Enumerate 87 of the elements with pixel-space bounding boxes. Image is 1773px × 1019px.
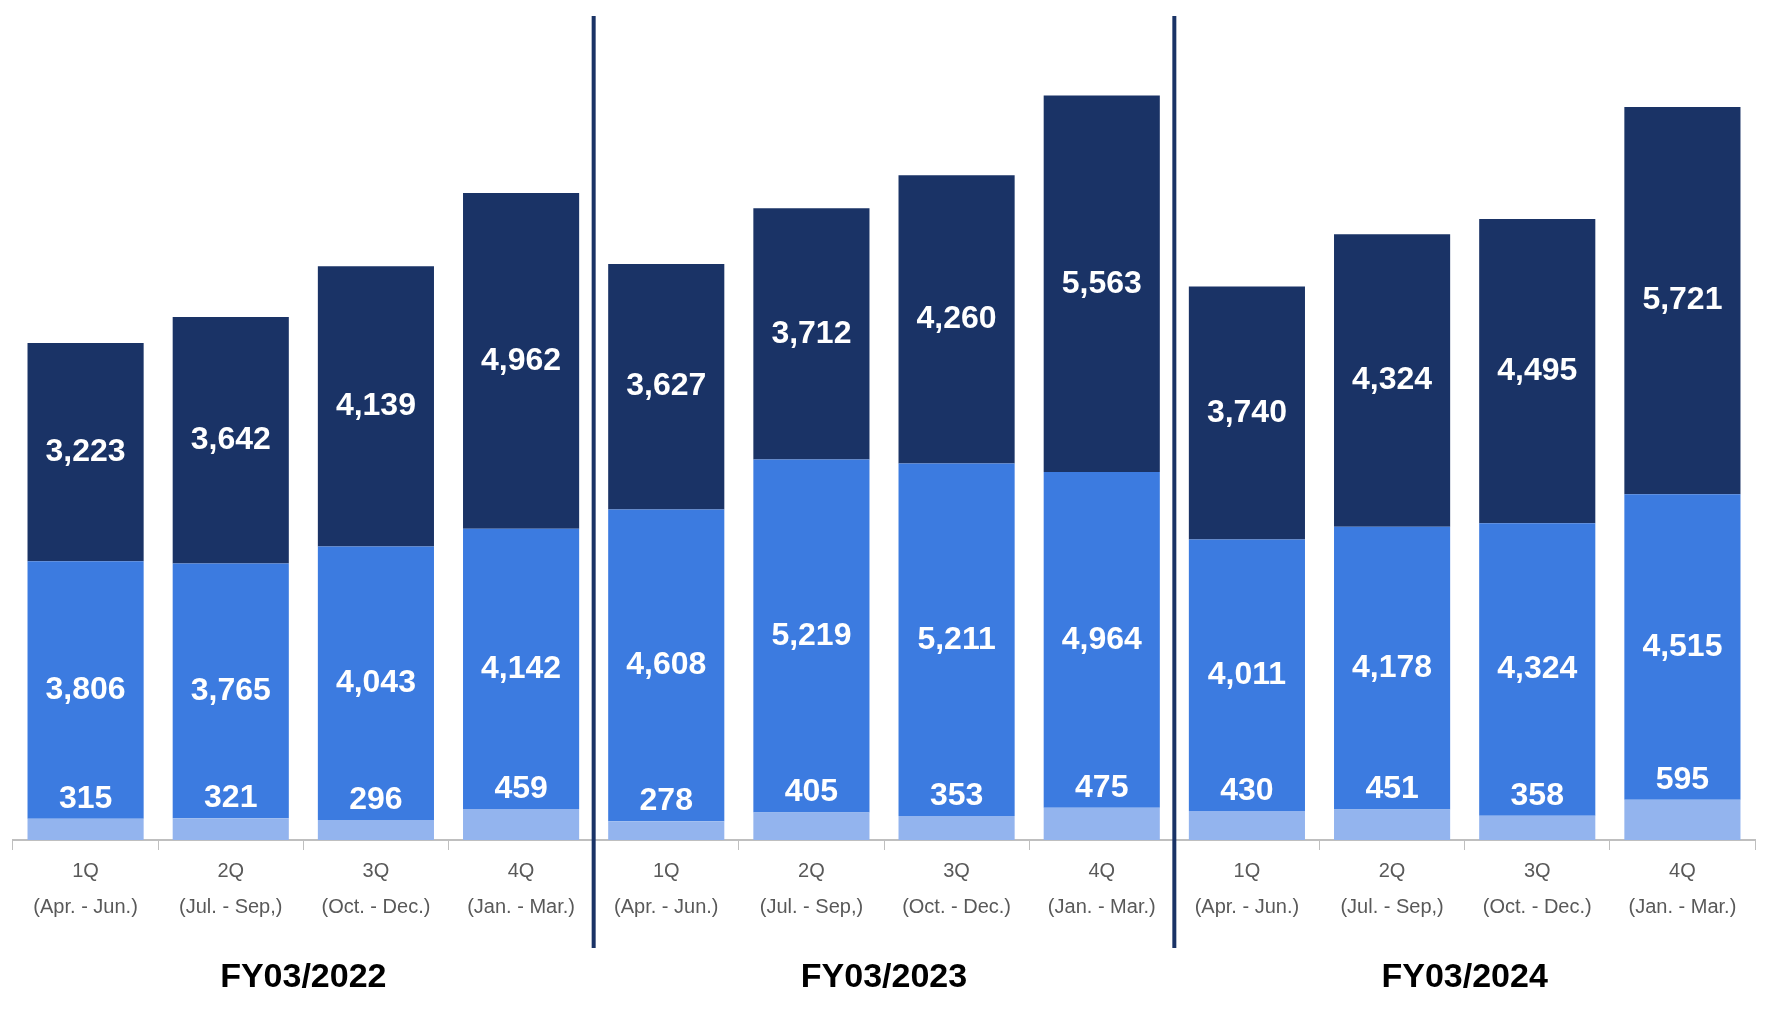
bar [1479,523,1596,816]
x-tick-label: 3Q (Oct. - Dec.) [902,858,1012,917]
data-label: 296 [349,779,403,816]
bar [463,528,580,809]
bar [1334,234,1451,527]
bar [27,561,144,819]
bar [1188,810,1305,840]
bar [608,263,725,510]
data-label: 3,627 [626,366,707,403]
data-label: 4,142 [481,648,562,685]
data-label: 451 [1365,769,1419,806]
bar [898,463,1015,817]
text: FY03/2023 [800,956,968,995]
x-tick-label: 2Q (Jul. - Sep,) [759,858,864,917]
bar [463,192,580,529]
bar [27,343,144,562]
bar [317,266,434,547]
data-label: 475 [1075,767,1129,804]
data-label: 4,324 [1352,360,1433,397]
data-label: 4,139 [335,386,416,423]
bar [1334,809,1451,840]
bar [1043,471,1160,808]
x-tick-label: 1Q (Apr. - Jun.) [1194,858,1300,917]
x-tick-label: 3Q (Oct. - Dec.) [1482,858,1592,917]
bar [1624,799,1741,840]
bar [608,821,725,840]
bar [753,459,870,813]
bar [898,816,1015,840]
x-tick-label: 1Q (Apr. - Jun.) [33,858,138,917]
data-label: 3,712 [771,313,852,350]
data-label: 4,011 [1207,655,1287,692]
data-label: 3,223 [45,431,126,468]
data-label: 3,765 [190,670,271,707]
data-label: 405 [784,772,839,809]
data-label: 4,964 [1061,619,1142,656]
bar [1188,539,1305,811]
bar [1043,807,1160,840]
data-label: 595 [1655,759,1710,796]
data-label: 3,642 [190,420,271,457]
data-label: 4,178 [1352,647,1433,684]
data-label: 4,495 [1497,350,1578,387]
bar [608,509,725,822]
bar [1479,815,1596,840]
data-label: 4,515 [1642,626,1723,663]
bar [1624,494,1741,800]
data-label: 358 [1510,775,1564,812]
data-label: 430 [1220,770,1274,807]
bar [753,812,870,840]
data-label: 3,806 [45,669,126,706]
text: FY03/2024 [1381,956,1548,995]
bar [753,208,870,460]
x-tick-label: 4Q (Jan. - Mar.) [1628,858,1737,917]
data-label: 315 [58,778,113,815]
bar [1479,219,1596,524]
data-label: 4,043 [335,663,416,700]
data-label: 4,260 [916,299,997,336]
data-label: 4,608 [626,645,707,682]
bar [317,819,434,840]
bar [172,818,289,840]
bar [898,175,1015,464]
x-tick-label: 3Q (Oct. - Dec.) [321,858,431,917]
bar [172,317,289,564]
bar [1334,526,1451,810]
data-label: 5,563 [1061,263,1142,300]
data-label: 4,962 [481,340,562,377]
bar [463,808,580,840]
bar [1624,107,1741,495]
bar [317,546,434,820]
x-tick-label: 4Q (Jan. - Mar.) [467,858,575,917]
data-label: 321 [204,778,258,815]
data-label: 4,324 [1497,649,1578,686]
x-tick-label: 4Q (Jan. - Mar.) [1047,858,1156,917]
bar [1043,95,1160,472]
bar [172,563,289,819]
bar [1188,286,1305,540]
data-label: 459 [494,768,548,805]
data-label: 5,211 [917,619,996,656]
data-label: 353 [929,775,984,812]
bar [27,818,144,840]
text: FY03/2022 [220,956,387,995]
x-tick-label: 2Q (Jul. - Sep,) [179,858,283,917]
data-label: 3,740 [1206,392,1287,429]
data-label: 5,219 [771,615,852,652]
x-tick-label: 2Q (Jul. - Sep,) [1340,858,1444,917]
data-label: 5,721 [1642,280,1723,317]
x-tick-label: 1Q (Apr. - Jun.) [614,858,719,917]
data-label: 278 [639,781,693,818]
